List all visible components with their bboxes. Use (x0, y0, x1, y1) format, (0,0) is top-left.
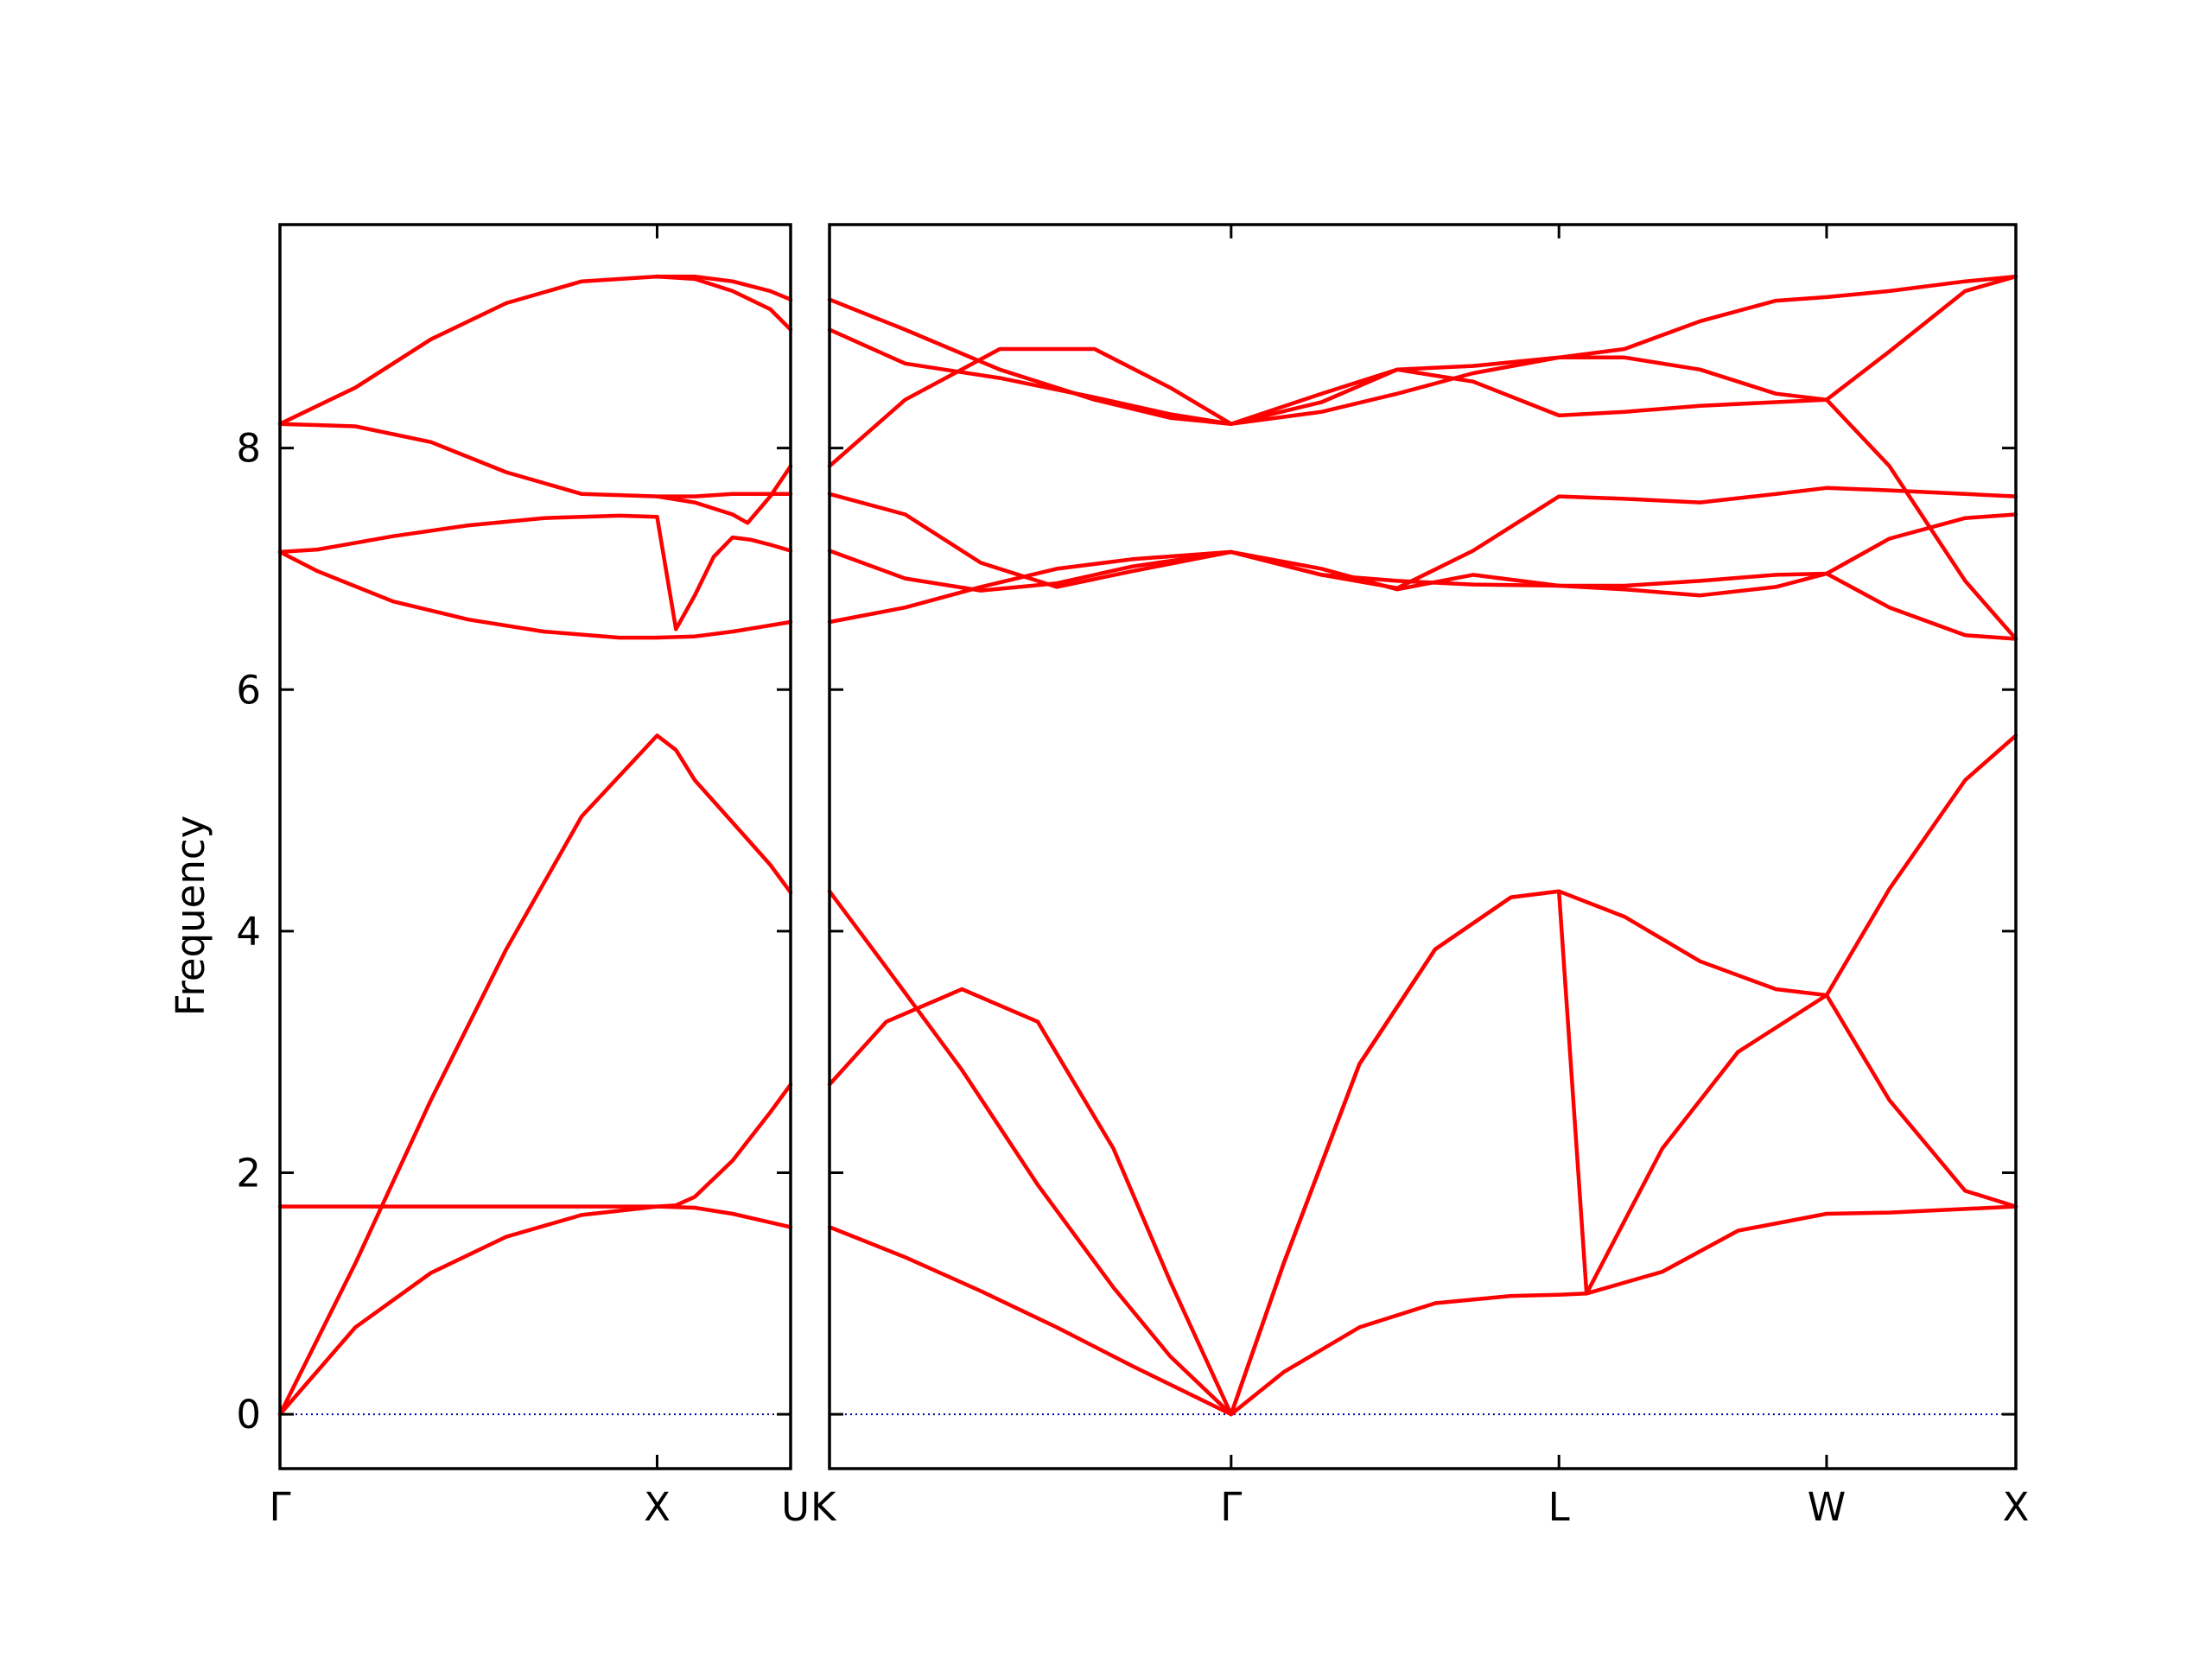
band-line-1-4 (277, 549, 793, 640)
band-line-1-3 (277, 1082, 793, 1209)
band-line-1-6 (277, 422, 793, 525)
x-tick-label: U (781, 1484, 810, 1530)
y-tick-label: 8 (236, 426, 261, 472)
x-tick-label: Γ (1220, 1484, 1242, 1530)
band-line-1-9 (655, 492, 793, 498)
x-tick-label: L (1548, 1484, 1570, 1530)
band-line-2-1 (827, 1204, 2018, 1417)
band-line-1-7 (277, 274, 793, 426)
x-tick-label: X (644, 1484, 671, 1530)
x-tick-label: W (1808, 1484, 1847, 1530)
y-tick-label: 2 (236, 1150, 261, 1196)
y-tick-label: 4 (236, 909, 261, 955)
x-tick-label: Γ (269, 1484, 290, 1530)
band-line-1-8 (655, 274, 793, 301)
y-axis-label: Frequency (168, 816, 213, 1016)
y-tick-label: 0 (236, 1392, 261, 1438)
band-line-2-3 (827, 733, 2018, 1417)
band-line-2-6 (827, 486, 2018, 591)
band-line-2-9 (827, 274, 2018, 426)
band-line-1-2 (277, 733, 793, 1417)
x-tick-label: X (2003, 1484, 2030, 1530)
band-line-1-1 (277, 1204, 793, 1417)
band-line-2-4 (827, 549, 2018, 641)
y-tick-label: 6 (236, 667, 261, 713)
x-tick-label: K (810, 1484, 837, 1530)
band-line-1-5 (277, 513, 793, 632)
band-line-2-5 (827, 512, 2018, 593)
panel-frame-1 (278, 223, 792, 1470)
panel-frame-2 (828, 223, 2018, 1470)
band-line-2-7 (827, 346, 2018, 641)
